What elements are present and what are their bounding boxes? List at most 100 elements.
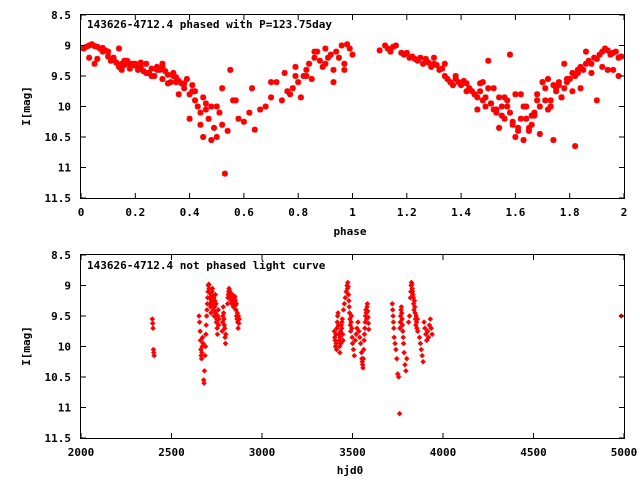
top-data-point [498, 103, 505, 110]
top-data-point [509, 118, 516, 125]
top-data-point [474, 106, 481, 113]
top-data-point [430, 60, 437, 67]
top-data-point [148, 65, 155, 72]
top-data-point [154, 66, 161, 73]
top-data-point [604, 47, 611, 54]
top-data-point [561, 85, 568, 92]
bottom-data-point [360, 346, 367, 353]
top-x-tick-label: 0.6 [234, 206, 254, 219]
bottom-data-point [213, 301, 219, 307]
top-data-point [167, 79, 174, 86]
top-data-point [99, 44, 106, 51]
top-data-point [349, 51, 356, 58]
bottom-data-point [223, 331, 229, 338]
top-data-point [121, 62, 128, 69]
top-data-point [593, 97, 600, 104]
top-data-point [240, 118, 247, 125]
top-data-point [175, 91, 182, 98]
top-data-point [485, 85, 492, 92]
top-data-point [346, 45, 353, 52]
top-title: 143626-4712.4 phased with P=123.75day [87, 18, 332, 31]
top-data-point [376, 47, 383, 54]
top-data-point [512, 91, 519, 98]
bottom-data-point [360, 355, 367, 362]
bottom-data-point [339, 316, 346, 322]
bottom-data-point [335, 310, 341, 316]
top-y-tick-label: 8.5 [51, 9, 71, 22]
bottom-y-ticks: 8.5 9 9.5 10 10.5 11 11.5 [45, 249, 624, 445]
top-data-point [200, 94, 207, 101]
bottom-data-point [215, 322, 222, 328]
bottom-data-point [207, 304, 214, 310]
bottom-data-point [397, 325, 403, 331]
top-data-point [482, 103, 489, 110]
top-data-point [444, 76, 451, 83]
top-data-point [91, 60, 98, 67]
top-data-point [143, 60, 150, 67]
top-data-point [406, 54, 413, 61]
top-data-point [94, 43, 101, 50]
top-data-point [493, 109, 500, 116]
top-data-point [164, 80, 171, 87]
top-data-point [219, 121, 226, 128]
top-data-point [536, 130, 543, 137]
top-data-point [118, 60, 125, 67]
top-data-point [523, 103, 530, 110]
top-data-point [458, 82, 465, 89]
top-data-point [452, 73, 459, 79]
bottom-y-tick-label: 9.5 [51, 310, 71, 323]
bottom-data-point [150, 325, 156, 331]
top-data-point [113, 59, 120, 66]
top-data-point [593, 55, 600, 62]
top-data-point [523, 115, 530, 122]
top-data-point [555, 79, 562, 86]
bottom-data-point [421, 319, 427, 325]
top-y-ticks: 8.5 9 9.5 10 10.5 11 11.5 [45, 9, 624, 205]
top-data-point [496, 94, 503, 101]
top-y-tick-label: 10.5 [45, 131, 72, 144]
top-data-point [455, 79, 462, 86]
bottom-y-tick-label: 10.5 [45, 371, 72, 384]
top-data-point [599, 63, 606, 70]
top-data-point [485, 57, 492, 64]
top-data-point [403, 49, 410, 56]
top-data-point [322, 60, 329, 67]
top-data-point [517, 91, 524, 98]
bottom-points [149, 279, 625, 417]
top-x-tick-label: 0.8 [288, 206, 308, 219]
top-data-point [202, 100, 209, 107]
bottom-data-point [209, 285, 216, 292]
top-data-point [477, 88, 484, 95]
top-data-point [398, 49, 405, 56]
top-data-point [384, 45, 391, 52]
top-data-point [316, 57, 323, 64]
top-data-point [504, 97, 511, 104]
top-data-point [137, 63, 144, 70]
bottom-data-point [221, 316, 227, 322]
bottom-data-point [203, 322, 210, 328]
bottom-y-tick-label: 10 [58, 341, 71, 354]
top-data-point [325, 54, 332, 61]
bottom-data-point [392, 340, 398, 347]
top-data-point [192, 88, 199, 95]
top-data-point [251, 126, 258, 133]
top-data-point [604, 66, 611, 73]
top-points [80, 41, 625, 177]
top-data-point [262, 103, 269, 110]
top-data-point [599, 48, 606, 55]
top-data-point [221, 170, 228, 177]
bottom-data-point [208, 291, 215, 298]
bottom-data-point [366, 326, 372, 333]
top-data-point [534, 91, 541, 98]
bottom-data-point [201, 368, 208, 374]
top-data-point [94, 55, 101, 62]
bottom-data-point [390, 319, 397, 325]
bottom-data-point [360, 365, 366, 371]
top-data-point [105, 48, 112, 55]
top-data-point [273, 79, 280, 86]
top-data-point [382, 42, 389, 49]
top-data-point [200, 134, 207, 140]
top-data-point [189, 82, 196, 89]
bottom-data-point [393, 346, 399, 353]
bottom-data-point [216, 316, 222, 322]
